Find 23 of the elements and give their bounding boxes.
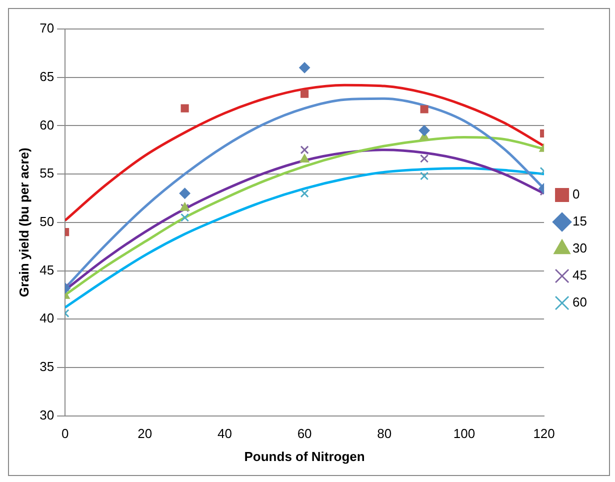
x-tick-label: 40 bbox=[217, 426, 232, 442]
x-tick-label: 20 bbox=[138, 426, 152, 442]
legend-label: 60 bbox=[572, 294, 588, 310]
y-tick-label: 65 bbox=[40, 68, 54, 84]
x-axis-title: Pounds of Nitrogen bbox=[244, 448, 365, 464]
x-tick-label: 60 bbox=[297, 426, 312, 442]
x-tick-label: 120 bbox=[533, 426, 555, 442]
x-tick-label: 80 bbox=[377, 426, 392, 442]
y-tick-label: 55 bbox=[40, 166, 54, 181]
y-tick-label: 40 bbox=[40, 310, 54, 326]
y-axis-title: Grain yield (bu per acre) bbox=[16, 148, 32, 298]
legend-label: 0 bbox=[572, 186, 580, 202]
y-tick-label: 70 bbox=[40, 20, 54, 36]
legend-label: 15 bbox=[572, 214, 588, 229]
legend-label: 30 bbox=[572, 240, 588, 256]
y-tick-label: 50 bbox=[40, 214, 54, 229]
y-tick-label: 35 bbox=[40, 359, 54, 374]
y-tick-label: 60 bbox=[40, 117, 54, 132]
x-tick-label: 0 bbox=[61, 426, 69, 442]
y-tick-label: 30 bbox=[40, 407, 54, 422]
y-tick-label: 45 bbox=[40, 262, 54, 278]
x-tick-label: 100 bbox=[453, 426, 476, 442]
legend-label: 45 bbox=[572, 268, 588, 283]
